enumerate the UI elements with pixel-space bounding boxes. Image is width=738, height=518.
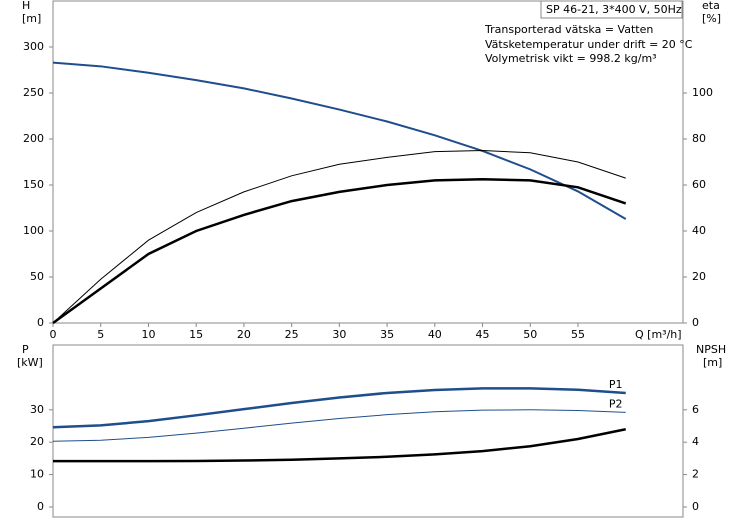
x-tick-label: 10 [141,328,155,341]
annotation: Volymetrisk vikt = 998.2 kg/m³ [485,52,657,65]
x-tick-label: 50 [523,328,537,341]
y2-tick-label: 0 [692,500,699,513]
y-tick-label: 20 [30,435,44,448]
series-label: P2 [609,397,623,410]
y-tick-label: 300 [23,40,44,53]
y-tick-label: 0 [37,500,44,513]
plot-frame [52,344,684,518]
y-tick-label: 200 [23,132,44,145]
y2-tick-label: 60 [692,178,706,191]
y-tick-label: 250 [23,86,44,99]
y2-tick-label: 20 [692,270,706,283]
y2-label: NPSH [696,343,726,356]
info-box [540,0,683,19]
y2-tick-label: 4 [692,435,699,448]
x-tick-label: 25 [285,328,299,341]
y-label: P [22,343,29,356]
annotation: Transporterad vätska = Vatten [484,23,653,36]
x-tick-label: 40 [428,328,442,341]
curve [52,409,626,442]
x-tick-label: 45 [476,328,490,341]
curve [52,177,627,325]
x-label: Q [m³/h] [635,328,682,341]
series-label: P1 [609,378,623,391]
curve [52,149,626,324]
y2-tick-label: 100 [692,86,713,99]
y2-tick-label: 40 [692,224,706,237]
plot-frame [52,0,684,324]
x-tick-label: 15 [189,328,203,341]
x-tick-label: 0 [50,328,57,341]
y-tick-label: 30 [30,403,44,416]
curve [52,387,626,429]
y2-unit: [%] [702,12,721,25]
x-tick-label: 35 [380,328,394,341]
y2-tick-label: 80 [692,132,706,145]
x-tick-label: 55 [571,328,585,341]
y2-tick-label: 0 [692,316,699,329]
y-tick-label: 0 [37,316,44,329]
y-label: H [22,0,30,12]
x-tick-label: 20 [237,328,251,341]
y-tick-label: 50 [30,270,44,283]
curve [53,428,626,463]
y-tick-label: 150 [23,178,44,191]
y-tick-label: 10 [30,468,44,481]
x-tick-label: 30 [332,328,346,341]
curve [52,61,627,220]
y2-label: eta [702,0,720,12]
y-unit: [kW] [17,356,43,369]
y2-unit: [m] [703,356,722,369]
y-unit: [m] [22,12,41,25]
x-tick-label: 5 [97,328,104,341]
y2-tick-label: 2 [692,468,699,481]
annotation: Vätsketemperatur under drift = 20 °C [485,38,693,51]
y2-tick-label: 6 [692,403,699,416]
annotation: SP 46-21, 3*400 V, 50Hz [546,3,682,16]
y-tick-label: 100 [23,224,44,237]
